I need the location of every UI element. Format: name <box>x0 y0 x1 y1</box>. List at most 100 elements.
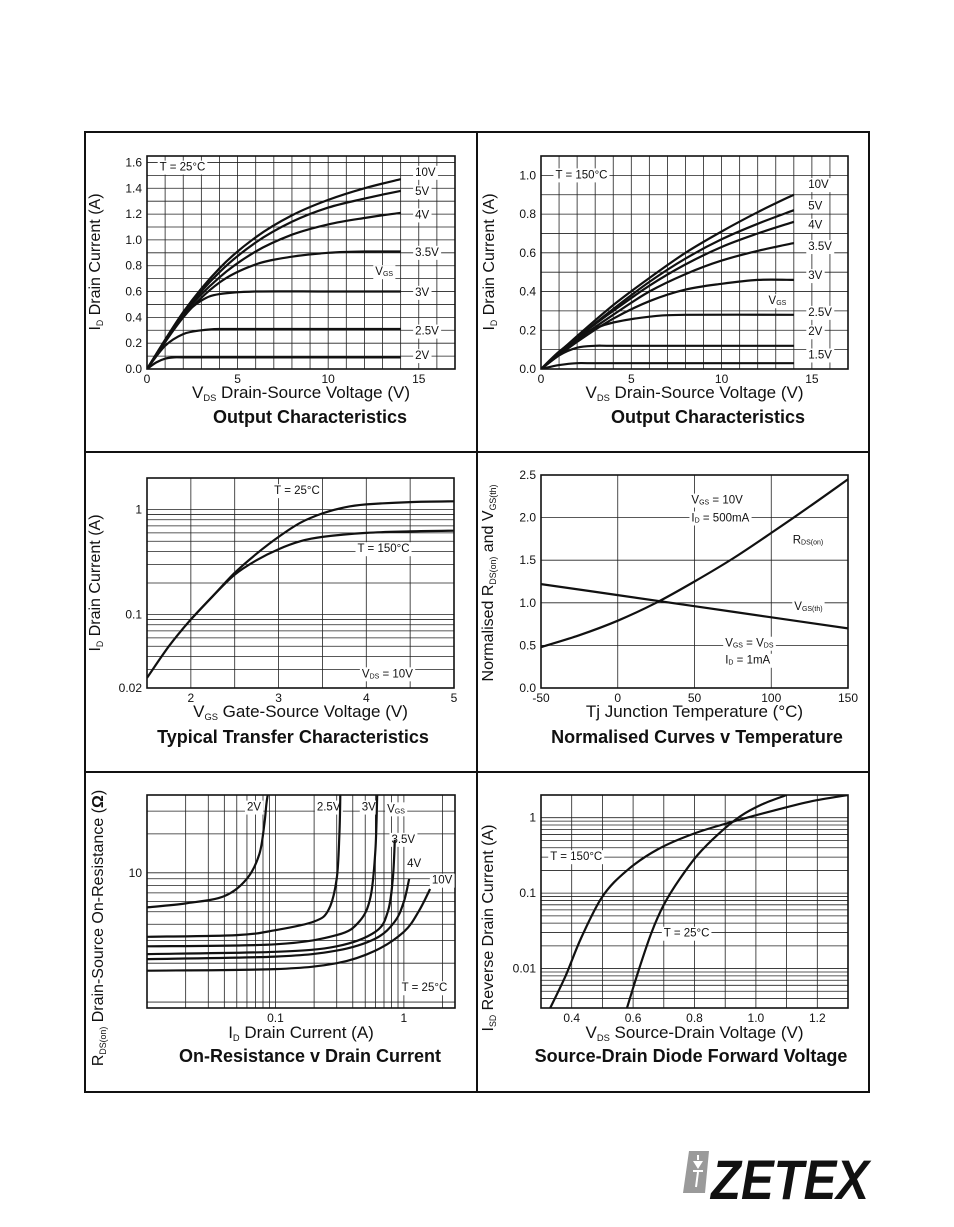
annotations: 2V 2.5V 3V VGS 3.5V 4V 10V T = 25°C <box>244 800 455 996</box>
annotation-t-150-c: T = 150°C <box>555 169 607 181</box>
y-tick-label: 1.0 <box>519 596 536 610</box>
x-tick-label: 5 <box>628 372 635 386</box>
series-group <box>147 178 401 369</box>
annotation-v-gs-th: VGS(th) <box>794 601 822 613</box>
annotation-background <box>157 160 208 175</box>
series-t-25-c <box>147 500 454 679</box>
y-tick-label: 0.02 <box>119 681 143 695</box>
y-axis-label: ID Drain Current (A) <box>481 193 499 330</box>
series-2v <box>541 344 794 369</box>
annotation-background <box>359 667 416 682</box>
x-tick-label: 0 <box>144 372 151 386</box>
grid <box>146 477 455 689</box>
x-axis-label: Tj Junction Temperature (°C) <box>586 702 803 721</box>
annotation-background <box>689 493 746 508</box>
y-axis-label: ID Drain Current (A) <box>87 193 105 330</box>
annotation-background <box>355 542 412 557</box>
y-axis-label: ID Drain Current (A) <box>87 514 105 651</box>
grid <box>540 794 849 1009</box>
annotation-v-gs: VGS <box>387 803 405 815</box>
annotation-3-5v: 3.5V <box>391 834 415 846</box>
x-tick-label: 0.8 <box>686 1011 703 1025</box>
diode-forward-voltage-chart: T = 150°C T = 25°C 0.4 0.6 0.8 1.0 1.2 0.01 0.1 1… <box>480 794 849 1066</box>
annotation-3v: 3V <box>415 287 429 299</box>
series-group <box>147 795 432 972</box>
tick-labels: -50 0 50 100 150 0.0 0.5 1.0 1.5 2.0 2.5 <box>519 468 858 705</box>
y-tick-label: 1.2 <box>125 207 142 221</box>
annotation-i-d-1ma: ID = 1mA <box>725 655 770 667</box>
annotations: T = 150°C T = 25°C <box>548 850 712 941</box>
x-tick-label: 5 <box>451 691 458 705</box>
annotation-background <box>413 324 442 339</box>
series-10v <box>147 888 432 972</box>
y-tick-label: 0.1 <box>519 886 536 900</box>
annotation-background <box>548 850 605 865</box>
annotation-v-gs-v-ds: VGS = VDS <box>725 638 774 650</box>
annotation-4v: 4V <box>415 209 429 221</box>
annotation-t-25-c: T = 25°C <box>160 162 206 174</box>
on-resistance-chart: 2V 2.5V 3V VGS 3.5V 4V 10V T = 25°C 0.1 1 10 ID Dra… <box>90 790 456 1066</box>
annotation-2v: 2V <box>415 350 429 362</box>
x-tick-label: 0.4 <box>563 1011 580 1025</box>
tick-labels: 0.1 1 10 <box>129 866 408 1025</box>
chart-title: Output Characteristics <box>611 407 805 427</box>
y-tick-label: 0.6 <box>125 285 142 299</box>
series-4v <box>147 878 411 961</box>
logo-wordmark: ZETEX <box>709 1148 872 1207</box>
y-axis-label: ISD Reverse Drain Current (A) <box>480 825 498 1032</box>
y-tick-label: 0.0 <box>125 362 142 376</box>
annotations: T = 150°C 10V 5V 4V 3.5V 3V 2.5V 2V 1.5V VGS <box>553 168 835 363</box>
annotation-background <box>806 305 835 320</box>
plot-area-border <box>540 474 849 689</box>
x-tick-label: 100 <box>761 691 781 705</box>
annotation-3v: 3V <box>362 802 376 814</box>
x-axis-label: VGS Gate-Source Voltage (V) <box>193 702 408 722</box>
annotation-background <box>429 873 455 888</box>
x-tick-label: 1 <box>401 1011 408 1025</box>
grid <box>146 156 456 370</box>
series-t-25-c <box>625 795 787 1008</box>
annotation-1-5v: 1.5V <box>808 349 832 361</box>
series-group <box>147 500 454 679</box>
annotation-background <box>806 325 825 340</box>
annotation-background <box>373 265 396 280</box>
annotation-5v: 5V <box>808 200 822 212</box>
y-tick-label: 1.4 <box>125 181 142 195</box>
output-characteristics-150c-chart: T = 150°C 10V 5V 4V 3.5V 3V 2.5V 2V 1.5V VGS 0 5 10 1… <box>481 155 849 427</box>
x-tick-label: 2 <box>188 691 195 705</box>
annotation-background <box>806 348 835 363</box>
normalised-temperature-chart: VGS = 10V ID = 500mA RDS(on) VGS(th) VGS = V… <box>480 468 858 747</box>
annotation-v-gs: VGS <box>375 266 393 278</box>
annotation-background <box>413 349 432 364</box>
series-r-ds-on <box>541 478 848 649</box>
series-3-5v <box>541 242 795 369</box>
annotation-background <box>661 926 712 941</box>
x-tick-label: 150 <box>838 691 858 705</box>
series-group <box>549 795 848 1008</box>
annotation-background <box>413 245 442 260</box>
y-tick-label: 0.0 <box>519 362 536 376</box>
annotation-v-ds-10v: VDS = 10V <box>362 668 413 680</box>
annotation-background <box>723 653 773 668</box>
annotation-3v: 3V <box>808 270 822 282</box>
y-tick-label: 1.0 <box>125 233 142 247</box>
y-tick-label: 0.2 <box>125 336 142 350</box>
chart-title: On-Resistance v Drain Current <box>179 1046 441 1066</box>
annotation-2v: 2V <box>808 326 822 338</box>
annotation-background <box>689 511 752 526</box>
annotations: T = 25°C 10V 5V 4V 3.5V 3V 2.5V 2V VGS <box>157 160 442 364</box>
series-3v <box>147 290 401 369</box>
y-tick-label: 1 <box>529 811 536 825</box>
y-tick-label: 2.0 <box>519 511 536 525</box>
series-t-150-c <box>549 795 848 1008</box>
annotation-t-150-c: T = 150°C <box>550 851 602 863</box>
x-axis-label: VDS Drain-Source Voltage (V) <box>585 383 803 403</box>
x-tick-label: 0.6 <box>625 1011 642 1025</box>
annotation-background <box>806 178 832 193</box>
x-axis-label: ID Drain Current (A) <box>228 1023 374 1043</box>
y-tick-label: 1 <box>135 503 142 517</box>
series-2v <box>147 356 401 369</box>
annotation-background <box>413 285 432 300</box>
annotation-background <box>806 269 825 284</box>
